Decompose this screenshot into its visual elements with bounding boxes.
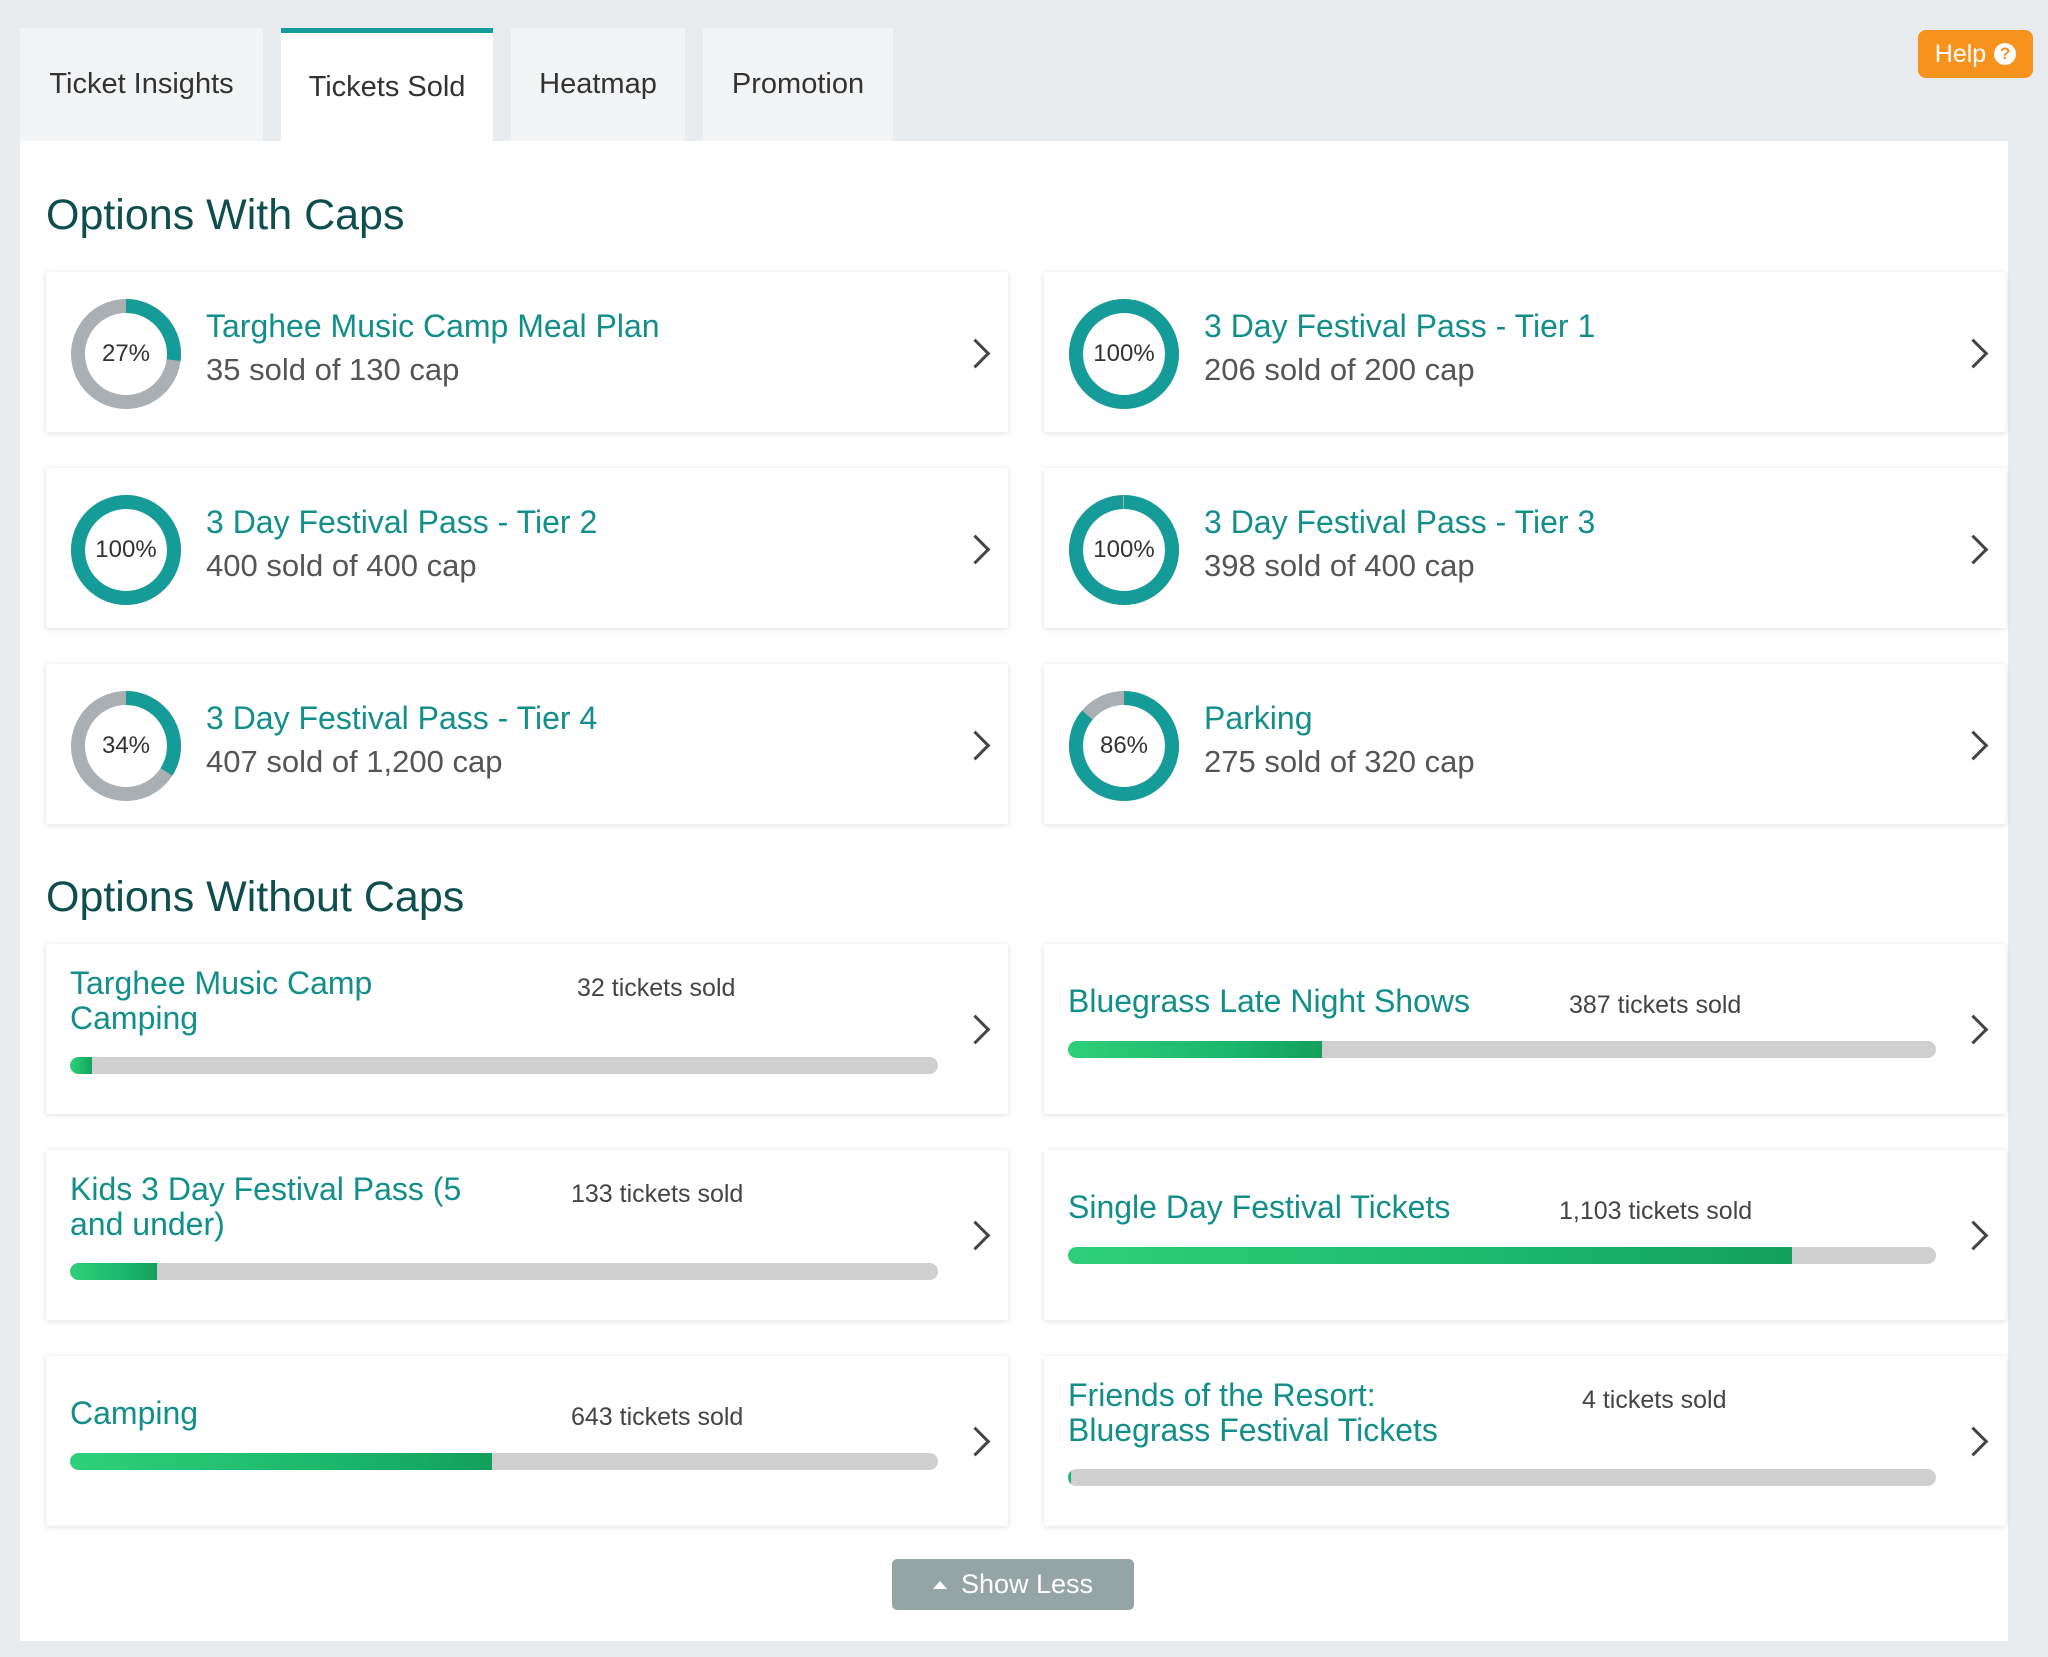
chevron-right-icon bbox=[1958, 534, 1989, 565]
tickets-sold-panel: Options With Caps 27% Targhee Music Camp… bbox=[20, 141, 2008, 1641]
uncapped-option-card[interactable]: Targhee Music Camp Camping 32 tickets so… bbox=[46, 944, 1008, 1114]
uncapped-option-card[interactable]: Single Day Festival Tickets 1,103 ticket… bbox=[1044, 1150, 2006, 1320]
sales-progress-bar bbox=[70, 1263, 938, 1280]
tickets-sold-count: 1,103 tickets sold bbox=[1559, 1197, 1753, 1225]
option-name: Single Day Festival Tickets bbox=[1068, 1189, 1451, 1225]
donut-percent: 100% bbox=[1093, 340, 1155, 367]
option-name: Parking bbox=[1204, 700, 1313, 736]
capped-option-card[interactable]: 100% 3 Day Festival Pass - Tier 2 400 so… bbox=[46, 468, 1008, 628]
option-name: Kids 3 Day Festival Pass (5 and under) bbox=[70, 1171, 462, 1242]
sales-progress-fill bbox=[1068, 1247, 1792, 1264]
show-less-button[interactable]: Show Less bbox=[892, 1559, 1134, 1610]
uncapped-section-title: Options Without Caps bbox=[46, 873, 465, 921]
sales-progress-bar bbox=[1068, 1041, 1936, 1058]
option-name: Targhee Music Camp Camping bbox=[70, 965, 373, 1036]
option-sold-of-cap: 35 sold of 130 cap bbox=[206, 352, 460, 387]
show-less-label: Show Less bbox=[960, 1569, 1094, 1599]
chevron-right-icon bbox=[1958, 1014, 1989, 1045]
sales-progress-fill bbox=[1068, 1469, 1072, 1486]
sales-progress-fill bbox=[70, 1453, 492, 1470]
question-circle-icon: ? bbox=[1994, 43, 2017, 65]
progress-donut bbox=[71, 299, 181, 409]
option-sold-of-cap: 400 sold of 400 cap bbox=[206, 548, 477, 583]
help-label: Help bbox=[1934, 39, 1987, 68]
sales-progress-fill bbox=[70, 1263, 157, 1280]
chevron-right-icon bbox=[960, 534, 991, 565]
uncapped-option-card[interactable]: Camping 643 tickets sold bbox=[46, 1356, 1008, 1526]
capped-option-card[interactable]: 100% 3 Day Festival Pass - Tier 1 206 so… bbox=[1044, 272, 2006, 432]
option-name: Bluegrass Late Night Shows bbox=[1068, 983, 1470, 1019]
progress-donut bbox=[1069, 691, 1179, 801]
tickets-sold-count: 643 tickets sold bbox=[571, 1403, 744, 1431]
donut-percent: 100% bbox=[95, 536, 157, 563]
option-name: Camping bbox=[70, 1395, 199, 1431]
tab-tickets-sold[interactable]: Tickets Sold bbox=[281, 28, 493, 141]
sales-progress-bar bbox=[1068, 1247, 1936, 1264]
tab-promotion[interactable]: Promotion bbox=[703, 28, 893, 141]
chevron-right-icon bbox=[1958, 1220, 1989, 1251]
capped-option-card[interactable]: 86% Parking 275 sold of 320 cap bbox=[1044, 664, 2006, 824]
sales-progress-fill bbox=[1068, 1041, 1323, 1058]
option-name: 3 Day Festival Pass - Tier 2 bbox=[206, 504, 598, 540]
chevron-right-icon bbox=[960, 730, 991, 761]
option-sold-of-cap: 398 sold of 400 cap bbox=[1204, 548, 1475, 583]
option-sold-of-cap: 407 sold of 1,200 cap bbox=[206, 744, 503, 779]
chevron-right-icon bbox=[1958, 1426, 1989, 1457]
option-name: 3 Day Festival Pass - Tier 1 bbox=[1204, 308, 1596, 344]
chevron-right-icon bbox=[960, 1220, 991, 1251]
option-sold-of-cap: 275 sold of 320 cap bbox=[1204, 744, 1475, 779]
caret-up-icon bbox=[932, 1580, 947, 1589]
donut-percent: 86% bbox=[1099, 732, 1149, 759]
progress-donut bbox=[71, 495, 181, 605]
option-name: Friends of the Resort: Bluegrass Festiva… bbox=[1068, 1377, 1438, 1448]
uncapped-option-card[interactable]: Bluegrass Late Night Shows 387 tickets s… bbox=[1044, 944, 2006, 1114]
capped-option-card[interactable]: 34% 3 Day Festival Pass - Tier 4 407 sol… bbox=[46, 664, 1008, 824]
uncapped-option-card[interactable]: Friends of the Resort: Bluegrass Festiva… bbox=[1044, 1356, 2006, 1526]
capped-section-title: Options With Caps bbox=[46, 191, 405, 239]
option-name: 3 Day Festival Pass - Tier 4 bbox=[206, 700, 598, 736]
progress-donut bbox=[1069, 299, 1179, 409]
option-name: 3 Day Festival Pass - Tier 3 bbox=[1204, 504, 1596, 540]
help-button[interactable]: Help ? bbox=[1918, 30, 2033, 78]
chevron-right-icon bbox=[1958, 338, 1989, 369]
tab-heatmap[interactable]: Heatmap bbox=[511, 28, 685, 141]
sales-progress-bar bbox=[70, 1453, 938, 1470]
capped-option-card[interactable]: 100% 3 Day Festival Pass - Tier 3 398 so… bbox=[1044, 468, 2006, 628]
tickets-sold-count: 387 tickets sold bbox=[1569, 991, 1742, 1019]
option-name: Targhee Music Camp Meal Plan bbox=[206, 308, 660, 344]
donut-percent: 27% bbox=[101, 340, 151, 367]
chevron-right-icon bbox=[960, 338, 991, 369]
tickets-sold-count: 133 tickets sold bbox=[571, 1180, 744, 1208]
chevron-right-icon bbox=[960, 1426, 991, 1457]
tickets-sold-count: 32 tickets sold bbox=[577, 974, 736, 1002]
uncapped-option-card[interactable]: Kids 3 Day Festival Pass (5 and under) 1… bbox=[46, 1150, 1008, 1320]
sales-progress-fill bbox=[70, 1057, 92, 1074]
sales-progress-bar bbox=[1068, 1469, 1936, 1486]
progress-donut bbox=[1069, 495, 1179, 605]
chevron-right-icon bbox=[960, 1014, 991, 1045]
option-sold-of-cap: 206 sold of 200 cap bbox=[1204, 352, 1475, 387]
chevron-right-icon bbox=[1958, 730, 1989, 761]
donut-percent: 34% bbox=[101, 732, 151, 759]
tab-ticket-insights[interactable]: Ticket Insights bbox=[20, 28, 263, 141]
sales-progress-bar bbox=[70, 1057, 938, 1074]
capped-option-card[interactable]: 27% Targhee Music Camp Meal Plan 35 sold… bbox=[46, 272, 1008, 432]
progress-donut bbox=[71, 691, 181, 801]
donut-percent: 100% bbox=[1093, 536, 1155, 563]
tickets-sold-count: 4 tickets sold bbox=[1582, 1386, 1727, 1414]
